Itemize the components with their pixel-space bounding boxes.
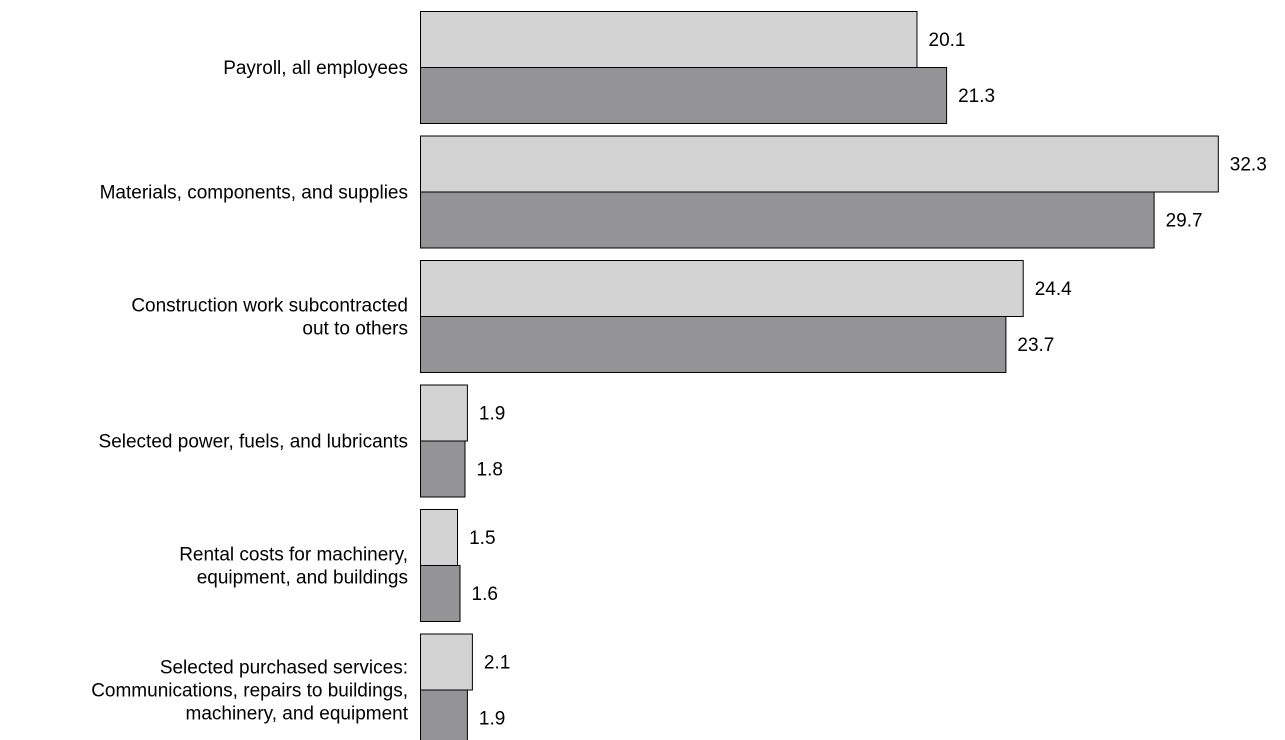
bar-series-1 (420, 11, 918, 68)
category-label-line: Payroll, all employees (223, 58, 408, 79)
category-label: Construction work subcontracted out to ot… (131, 296, 408, 340)
category-label-line: Construction work subcontracted (131, 296, 408, 317)
category-label: Selected power, fuels, and lubricants (99, 432, 408, 453)
category-label-line: Rental costs for machinery, (179, 545, 408, 566)
bar-series-2 (420, 67, 948, 124)
category-label: Selected purchased services: Communicatio… (91, 658, 409, 725)
value-label: 1.8 (477, 460, 503, 481)
value-label: 1.5 (469, 528, 495, 549)
category-label-line: Communications, repairs to buildings, (91, 681, 408, 702)
category-label-line: Selected power, fuels, and lubricants (99, 432, 408, 453)
category-label-line: Materials, components, and supplies (100, 183, 408, 204)
category-label: Payroll, all employees (223, 58, 408, 79)
bar-series-2 (420, 191, 1155, 249)
value-label: 24.4 (1035, 279, 1072, 300)
category-label-line: out to others (302, 319, 408, 340)
value-label: 1.9 (479, 709, 505, 730)
value-label: 23.7 (1017, 335, 1054, 356)
value-label: 1.9 (479, 404, 505, 425)
value-label: 20.1 (929, 30, 966, 51)
category-label-line: equipment, and buildings (197, 568, 408, 589)
category-label-line: machinery, and equipment (186, 704, 409, 725)
bar-series-1 (420, 509, 458, 566)
bar-series-2 (420, 689, 468, 740)
value-label: 2.1 (484, 653, 510, 674)
bar-series-1 (420, 633, 473, 691)
bar-series-2 (420, 565, 461, 622)
category-label-line: Selected purchased services: (160, 658, 408, 679)
value-label: 21.3 (958, 86, 995, 107)
category-label: Rental costs for machinery, equipment, an… (179, 545, 408, 589)
bar-series-1 (420, 260, 1024, 317)
value-label: 32.3 (1230, 155, 1267, 176)
bar-series-1 (420, 384, 468, 442)
category-label: Materials, components, and supplies (100, 183, 408, 204)
bar-series-1 (420, 135, 1219, 193)
bar-series-2 (420, 440, 466, 498)
bar-series-2 (420, 316, 1007, 373)
value-label: 29.7 (1166, 211, 1203, 232)
value-label: 1.6 (472, 584, 498, 605)
